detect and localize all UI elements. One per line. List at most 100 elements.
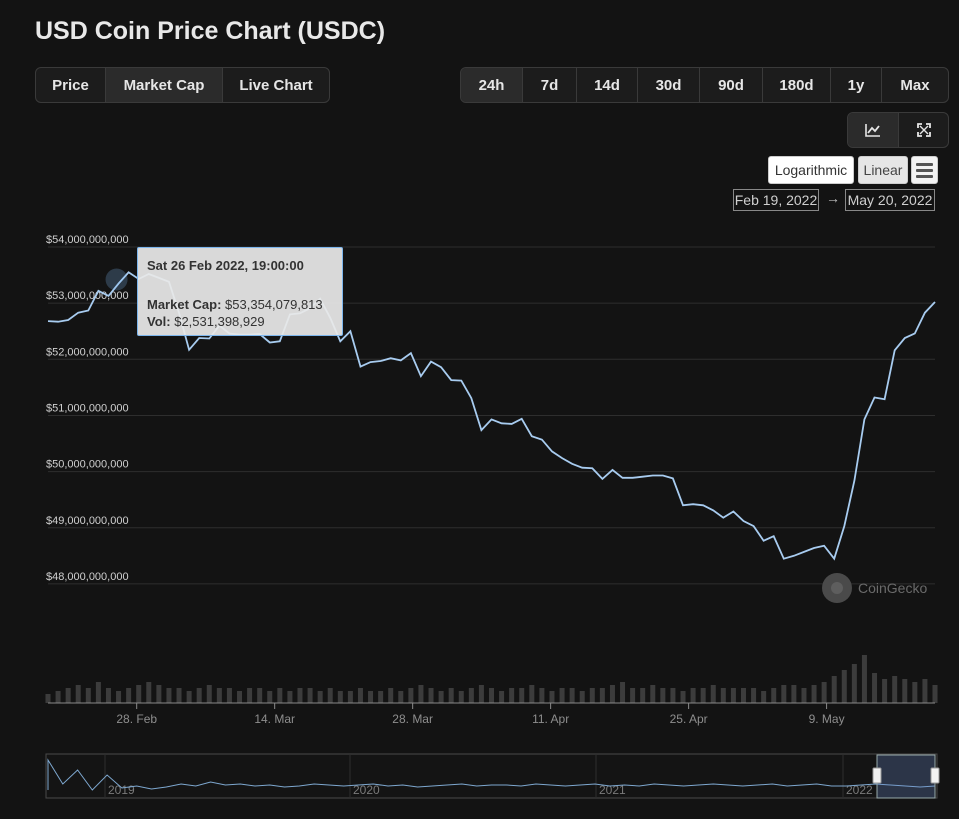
volume-bar — [75, 685, 81, 703]
y-tick-label: $50,000,000,000 — [46, 459, 129, 471]
volume-bar — [499, 691, 505, 703]
volume-bar — [811, 685, 817, 703]
volume-bar — [448, 688, 454, 703]
tooltip-mcap-label: Market Cap: — [147, 297, 222, 312]
volume-bar — [489, 688, 494, 703]
volume-bar — [569, 688, 575, 703]
navigator-selection — [876, 754, 936, 799]
volume-bar — [620, 682, 626, 703]
volume-bar — [368, 691, 374, 703]
navigator-year-label: 2021 — [599, 783, 626, 797]
range-max-button[interactable]: Max — [900, 76, 930, 94]
volume-bar — [761, 691, 767, 703]
volume-bar — [478, 685, 484, 703]
volume-bar — [237, 691, 243, 703]
line-chart-icon[interactable] — [848, 113, 899, 147]
volume-bar — [136, 685, 142, 703]
volume-bar — [781, 685, 787, 703]
volume-bar — [196, 688, 202, 703]
fullscreen-icon[interactable] — [899, 113, 948, 147]
volume-bar — [408, 688, 414, 703]
linear-button[interactable]: Linear — [858, 156, 908, 184]
navigator-frame — [45, 753, 938, 799]
range-24h-button[interactable]: 24h — [461, 68, 523, 102]
volume-bar — [559, 688, 565, 703]
date-to-input[interactable]: May 20, 2022 — [845, 189, 935, 211]
volume-bar — [378, 691, 384, 703]
volume-bar — [801, 688, 807, 703]
volume-bar — [186, 691, 192, 703]
volume-bar — [105, 688, 111, 703]
tab-price[interactable]: Price — [36, 68, 106, 102]
volume-bar — [85, 688, 91, 703]
volume-bar — [297, 688, 303, 703]
tab-market-cap[interactable]: Market Cap — [106, 68, 223, 102]
range-30d-button[interactable]: 30d — [638, 68, 700, 102]
volume-bar — [357, 688, 363, 703]
volume-bar — [176, 688, 182, 703]
volume-bar — [438, 691, 444, 703]
range-1y-button[interactable]: 1y — [831, 68, 882, 102]
volume-bar — [720, 688, 726, 703]
y-tick-label: $49,000,000,000 — [46, 515, 129, 527]
volume-bar — [851, 664, 857, 703]
y-tick-label: $48,000,000,000 — [46, 571, 129, 583]
y-tick-label: $51,000,000,000 — [46, 402, 129, 414]
volume-bar — [700, 688, 706, 703]
volume-bar — [650, 685, 656, 703]
volume-bar — [730, 688, 736, 703]
volume-bar — [831, 676, 837, 703]
tooltip-mcap-value: $53,354,079,813 — [225, 297, 323, 312]
volume-bar — [680, 691, 686, 703]
volume-bar — [337, 691, 343, 703]
y-tick-label: $53,000,000,000 — [46, 290, 129, 302]
range-tabs: 24h 7d 14d 30d 90d 180d 1y Max — [460, 67, 949, 103]
y-tick-label: $54,000,000,000 — [46, 234, 129, 246]
volume-bar — [771, 688, 777, 703]
volume-bar — [932, 685, 938, 703]
volume-bar — [146, 682, 152, 703]
navigator-year-label: 2019 — [108, 783, 135, 797]
metric-tabs: Price Market Cap Live Chart — [35, 67, 330, 103]
hover-halo — [105, 268, 128, 291]
navigator-year-label: 2022 — [846, 783, 873, 797]
x-tick-label: 14. Mar — [254, 712, 295, 726]
x-tick-label: 25. Apr — [670, 712, 708, 726]
range-14d-button[interactable]: 14d — [577, 68, 638, 102]
volume-bar — [458, 691, 464, 703]
volume-bar — [116, 691, 122, 703]
market-cap-line — [47, 271, 936, 561]
navigator-line — [47, 758, 936, 791]
volume-bar — [912, 682, 918, 703]
logarithmic-button[interactable]: Logarithmic — [768, 156, 854, 184]
volume-bar — [398, 691, 404, 703]
hamburger-menu-icon[interactable] — [911, 156, 938, 184]
x-tick-label: 28. Feb — [116, 712, 157, 726]
date-from-input[interactable]: Feb 19, 2022 — [733, 189, 819, 211]
tab-live-chart[interactable]: Live Chart — [239, 76, 313, 94]
coingecko-logo-icon — [822, 573, 852, 603]
date-range-arrow: → — [826, 190, 840, 206]
volume-bar — [428, 688, 434, 703]
volume-bar — [468, 688, 474, 703]
volume-bar — [206, 685, 212, 703]
volume-bar — [690, 688, 696, 703]
volume-bar — [55, 691, 61, 703]
range-180d-button[interactable]: 180d — [763, 68, 831, 102]
volume-bar — [882, 679, 888, 703]
range-7d-button[interactable]: 7d — [523, 68, 577, 102]
volume-bar — [821, 682, 827, 703]
volume-bar — [640, 688, 646, 703]
volume-bar — [861, 655, 867, 703]
tooltip-vol-value: $2,531,398,929 — [174, 314, 265, 329]
volume-bar — [307, 688, 313, 703]
chart-tools — [847, 112, 949, 148]
volume-bar — [327, 688, 333, 703]
volume-bar — [670, 688, 676, 703]
volume-bar — [277, 688, 283, 703]
range-90d-button[interactable]: 90d — [700, 68, 763, 102]
volume-bar — [751, 688, 757, 703]
navigator-year-label: 2020 — [353, 783, 380, 797]
x-tick-label: 9. May — [809, 712, 845, 726]
